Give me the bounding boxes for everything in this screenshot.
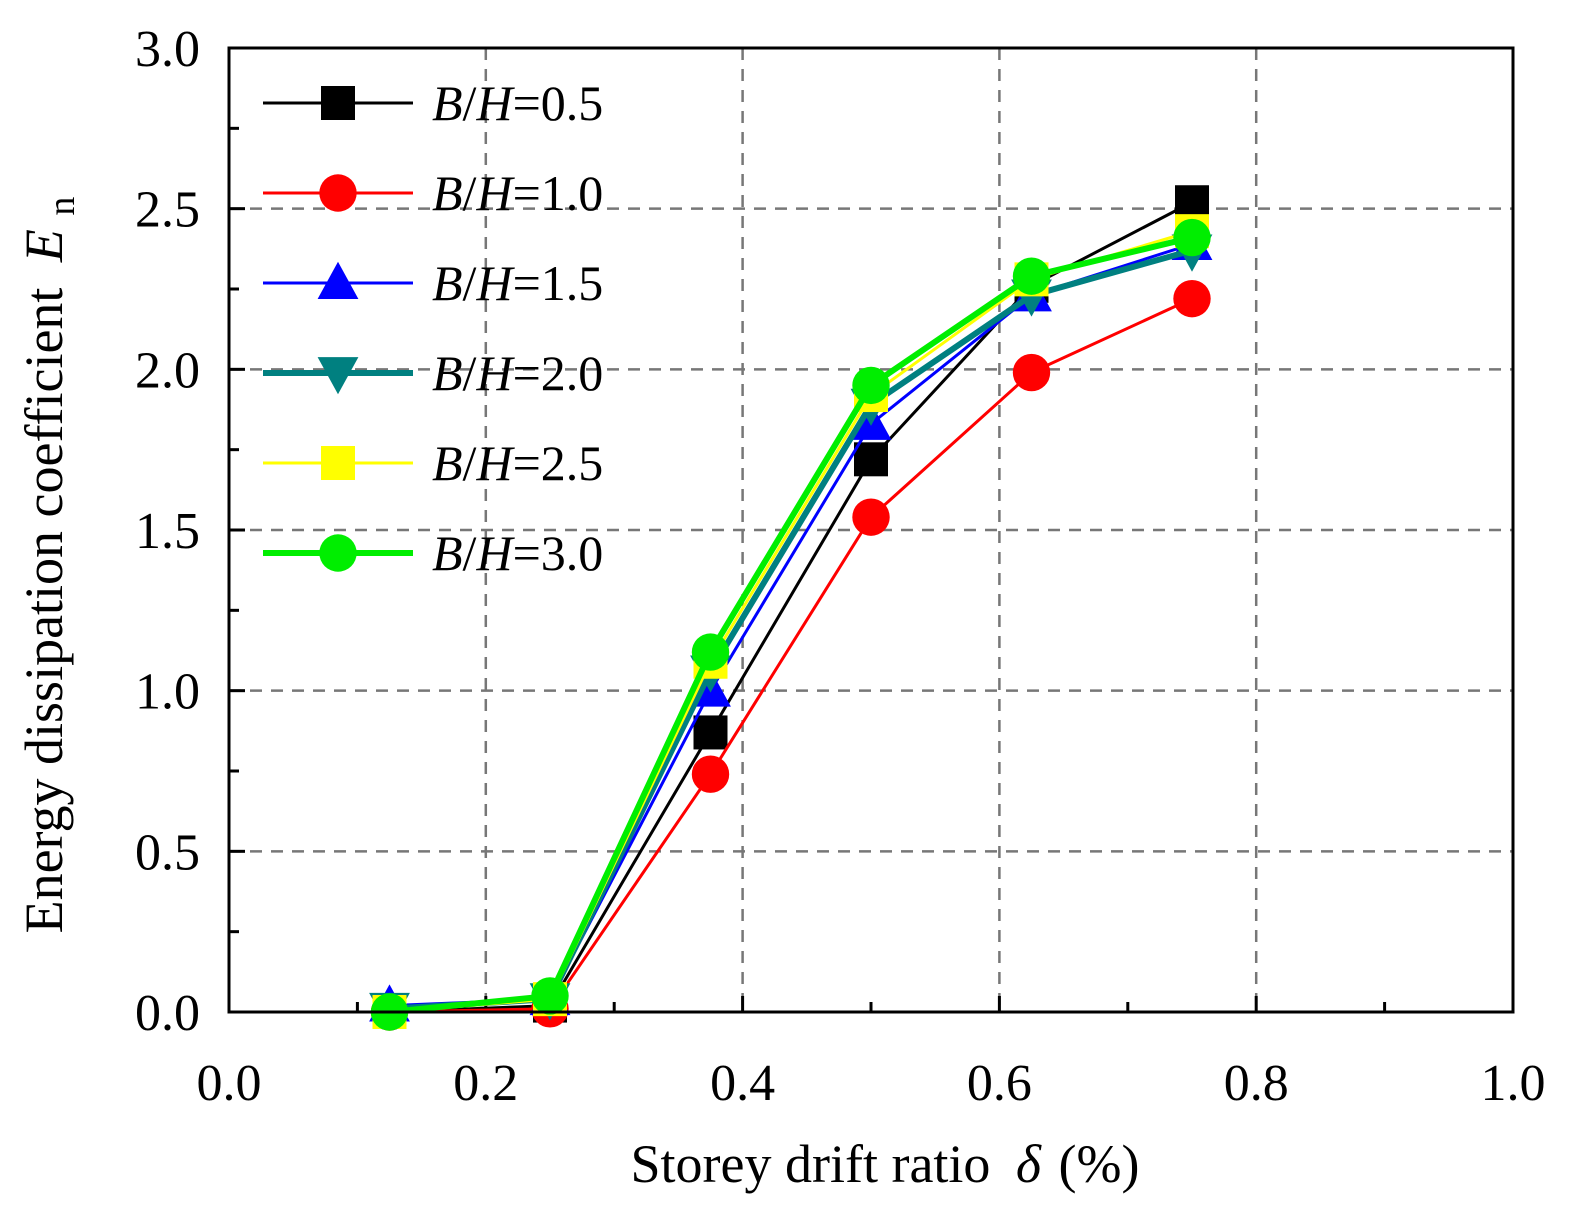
y-tick-label: 0.0 [135,985,200,1042]
legend-label-value: =3.0 [513,525,604,581]
y-axis-title: Energy dissipation coefficient E n [14,197,83,934]
legend-label-slash: / [463,165,477,221]
marker-circle [691,755,730,793]
marker-circle [531,977,569,1015]
marker-square [693,715,728,750]
legend-label-h: H [475,255,515,311]
x-tick-label: 0.8 [1224,1055,1289,1112]
x-tick-label: 0.4 [710,1055,775,1112]
legend-label: B/H=1.0 [432,165,603,221]
marker-circle [1173,218,1211,257]
legend-label-value: =2.0 [513,345,604,401]
gridlines [229,48,1513,1012]
series-line [389,297,1193,1014]
y-tick-label: 1.5 [135,503,200,560]
legend-label-slash: / [463,75,477,131]
legend: B/H=0.5B/H=1.0B/H=1.5B/H=2.0B/H=2.5B/H=3… [263,75,603,581]
legend-label-b: B [432,165,463,221]
legend-label-b: B [432,435,463,491]
legend-label-h: H [475,525,515,581]
legend-label: B/H=0.5 [432,75,603,131]
marker-circle [691,633,730,671]
marker-triangle-up [317,261,359,299]
x-tick-label: 0.2 [453,1055,518,1112]
marker-circle [319,534,357,572]
legend-item: B/H=3.0 [263,525,603,581]
legend-label-slash: / [463,435,477,491]
x-axis-title-text: Storey drift ratio [631,1134,991,1194]
legend-label-slash: / [463,255,477,311]
legend-label-h: H [475,75,515,131]
y-axis-symbol: E [14,229,74,263]
x-tick-label: 0.6 [967,1055,1032,1112]
y-tick-label: 2.0 [135,342,200,399]
legend-label-h: H [475,435,515,491]
legend-label-value: =0.5 [513,75,604,131]
marker-circle [1012,257,1051,295]
marker-square [321,446,355,480]
y-axis-title-text: Energy dissipation coefficient [14,288,74,934]
legend-label-h: H [475,165,515,221]
legend-label-h: H [475,345,515,401]
marker-square [854,442,888,477]
y-axis-subscript: n [41,197,83,216]
marker-circle [852,498,890,536]
legend-label: B/H=2.0 [432,345,603,401]
marker-circle [1173,279,1211,318]
legend-label-slash: / [463,345,477,401]
marker-square [321,86,355,120]
series-line [389,234,1193,1015]
legend-label-b: B [432,525,463,581]
legend-label-b: B [432,75,463,131]
y-tick-label: 3.0 [135,21,200,78]
x-tick-label: 0.0 [197,1055,262,1112]
marker-circle [319,174,357,212]
x-tick-label: 1.0 [1481,1055,1546,1112]
plot-frame [227,46,1515,1014]
legend-label-value: =1.0 [513,165,604,221]
x-axis-unit: (%) [1059,1134,1140,1194]
marker-square [1175,185,1209,220]
marker-circle [1012,353,1051,392]
y-tick-label: 1.0 [135,664,200,721]
legend-item: B/H=1.0 [263,165,603,221]
y-tick-label: 2.5 [135,182,200,239]
legend-label-value: =2.5 [513,435,604,491]
series-b-h-3-0 [370,218,1211,1031]
legend-label: B/H=3.0 [432,525,603,581]
legend-label-value: =1.5 [513,255,604,311]
legend-label: B/H=1.5 [432,255,603,311]
marker-circle [852,366,890,405]
x-axis-title: Storey drift ratio δ (%) [631,1134,1140,1194]
x-axis-symbol: δ [1016,1134,1042,1194]
legend-label-slash: / [463,525,477,581]
legend-item: B/H=1.5 [263,255,603,311]
marker-triangle-down [317,357,359,395]
legend-label-b: B [432,345,463,401]
legend-item: B/H=2.0 [263,345,603,401]
legend-label: B/H=2.5 [432,435,603,491]
legend-item: B/H=2.5 [263,435,603,491]
legend-item: B/H=0.5 [263,75,603,131]
tick-labels: 0.0 0.2 0.4 0.6 0.8 1.0 0.0 0.5 1.0 1.5 2.0 2.5 3.0 [135,21,1546,1112]
y-tick-label: 0.5 [135,824,200,881]
legend-label-b: B [432,255,463,311]
